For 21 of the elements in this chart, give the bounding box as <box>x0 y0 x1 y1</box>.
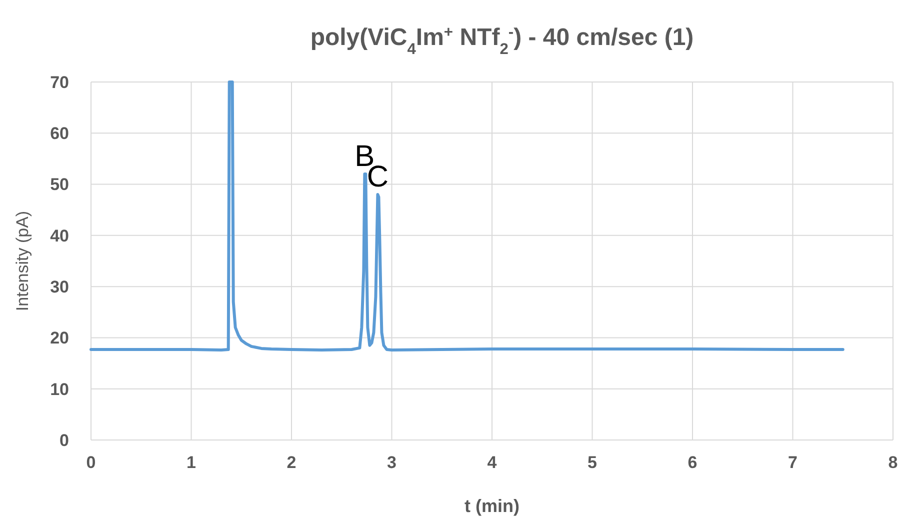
y-tick-label: 20 <box>50 328 69 348</box>
x-tick-label: 2 <box>286 453 296 472</box>
y-tick-label: 70 <box>50 72 69 92</box>
x-tick-label: 6 <box>688 453 698 472</box>
x-tick-label: 5 <box>588 453 597 472</box>
y-axis-title: Intensity (pA) <box>13 210 32 312</box>
y-tick-label: 30 <box>50 278 69 297</box>
x-tick-label: 7 <box>788 453 798 472</box>
y-tick-label: 40 <box>50 226 69 246</box>
y-tick-label: 60 <box>50 124 69 144</box>
x-axis-title: t (min) <box>464 496 520 516</box>
line-series <box>90 80 844 352</box>
y-tick-label: 10 <box>50 380 69 399</box>
x-tick-label: 4 <box>487 453 498 472</box>
y-tick-label: 0 <box>60 430 69 450</box>
y-tick-label: 50 <box>50 175 69 194</box>
chart-title: poly(ViC$_{4}$Im$^{+}$ NTf$_{2}$$^{-}$) - 40 cm/sec (1) <box>310 24 694 58</box>
x-tick-label: 8 <box>888 453 898 472</box>
x-tick-label: 3 <box>387 453 396 472</box>
x-tick-label: 0 <box>86 453 96 472</box>
x-tick-label: 1 <box>186 453 196 472</box>
